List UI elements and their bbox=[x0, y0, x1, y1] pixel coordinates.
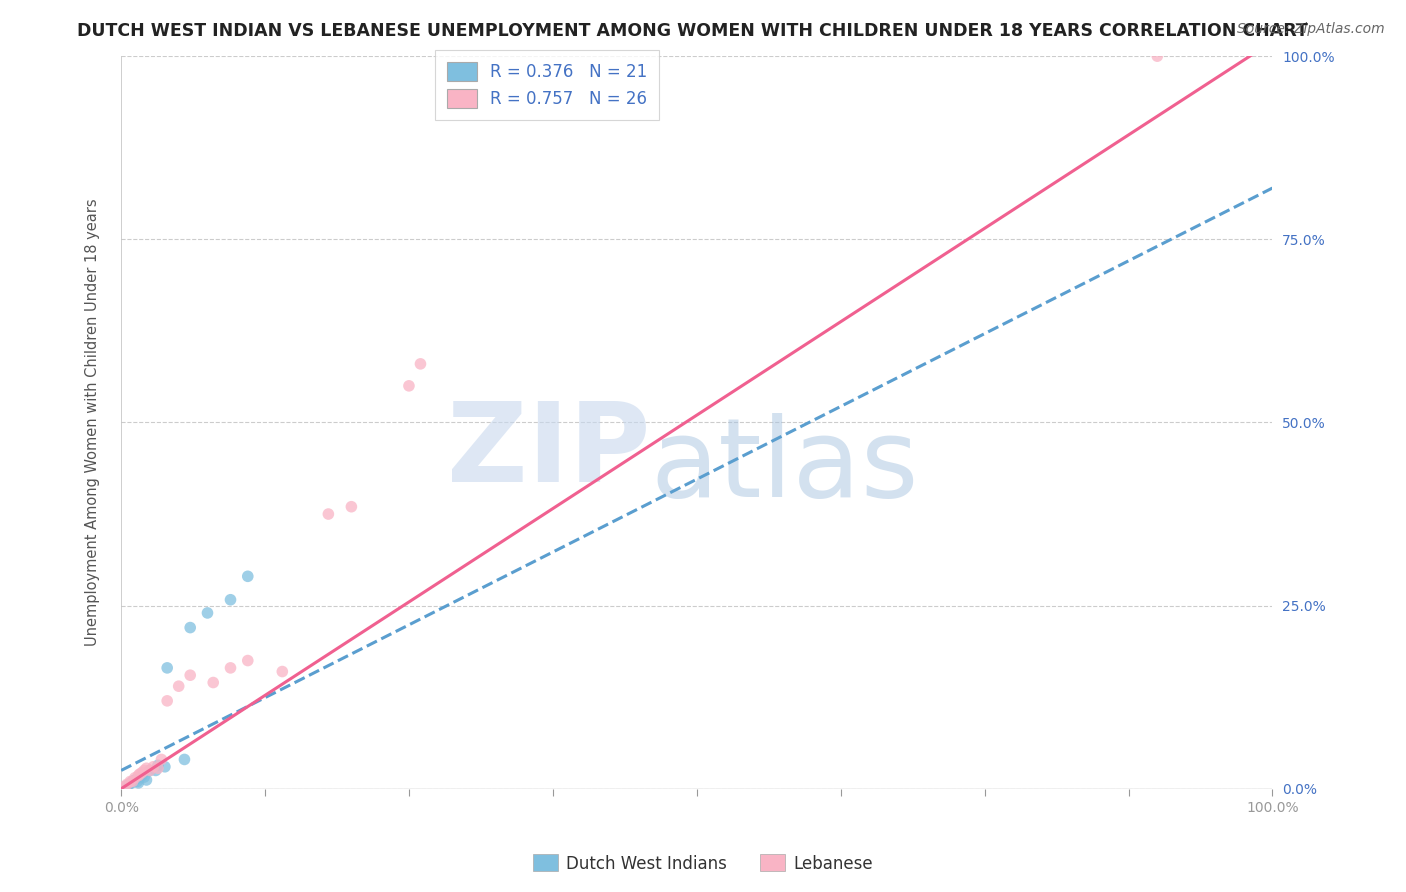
Point bbox=[134, 764, 156, 778]
Point bbox=[124, 772, 146, 787]
Point bbox=[167, 679, 190, 693]
Point bbox=[134, 770, 156, 784]
Point bbox=[121, 774, 143, 789]
Point bbox=[120, 774, 142, 789]
Point bbox=[146, 761, 169, 775]
Point bbox=[121, 776, 143, 790]
Point bbox=[156, 661, 179, 675]
Point bbox=[271, 665, 294, 679]
Point bbox=[409, 357, 432, 371]
Point bbox=[118, 777, 141, 791]
Point bbox=[236, 569, 259, 583]
Text: ZIP: ZIP bbox=[447, 398, 651, 505]
Text: DUTCH WEST INDIAN VS LEBANESE UNEMPLOYMENT AMONG WOMEN WITH CHILDREN UNDER 18 YE: DUTCH WEST INDIAN VS LEBANESE UNEMPLOYME… bbox=[77, 22, 1308, 40]
Point bbox=[139, 764, 162, 778]
Point bbox=[150, 752, 173, 766]
Point bbox=[1146, 49, 1168, 63]
Point bbox=[131, 765, 153, 780]
Point bbox=[127, 774, 149, 789]
Point bbox=[153, 760, 176, 774]
Point bbox=[219, 592, 242, 607]
Legend: Dutch West Indians, Lebanese: Dutch West Indians, Lebanese bbox=[526, 847, 880, 880]
Point bbox=[135, 761, 157, 775]
Point bbox=[179, 668, 201, 682]
Point bbox=[139, 764, 162, 778]
Text: atlas: atlas bbox=[651, 413, 920, 520]
Point bbox=[127, 768, 149, 782]
Point bbox=[127, 776, 149, 790]
Text: Source: ZipAtlas.com: Source: ZipAtlas.com bbox=[1237, 22, 1385, 37]
Point bbox=[128, 771, 150, 785]
Point bbox=[202, 675, 225, 690]
Point bbox=[142, 760, 165, 774]
Point bbox=[131, 768, 153, 782]
Y-axis label: Unemployment Among Women with Children Under 18 years: Unemployment Among Women with Children U… bbox=[86, 199, 100, 647]
Point bbox=[145, 764, 167, 778]
Point bbox=[179, 621, 201, 635]
Point bbox=[124, 771, 146, 785]
Point bbox=[135, 772, 157, 787]
Point bbox=[173, 752, 195, 766]
Point bbox=[219, 661, 242, 675]
Point bbox=[114, 780, 136, 794]
Point bbox=[340, 500, 363, 514]
Point bbox=[121, 774, 143, 789]
Point bbox=[146, 758, 169, 772]
Legend: R = 0.376   N = 21, R = 0.757   N = 26: R = 0.376 N = 21, R = 0.757 N = 26 bbox=[434, 50, 659, 120]
Point bbox=[197, 606, 219, 620]
Point bbox=[115, 777, 138, 791]
Point bbox=[115, 779, 138, 793]
Point bbox=[398, 379, 420, 393]
Point bbox=[128, 767, 150, 781]
Point bbox=[236, 654, 259, 668]
Point bbox=[318, 507, 340, 521]
Point bbox=[156, 694, 179, 708]
